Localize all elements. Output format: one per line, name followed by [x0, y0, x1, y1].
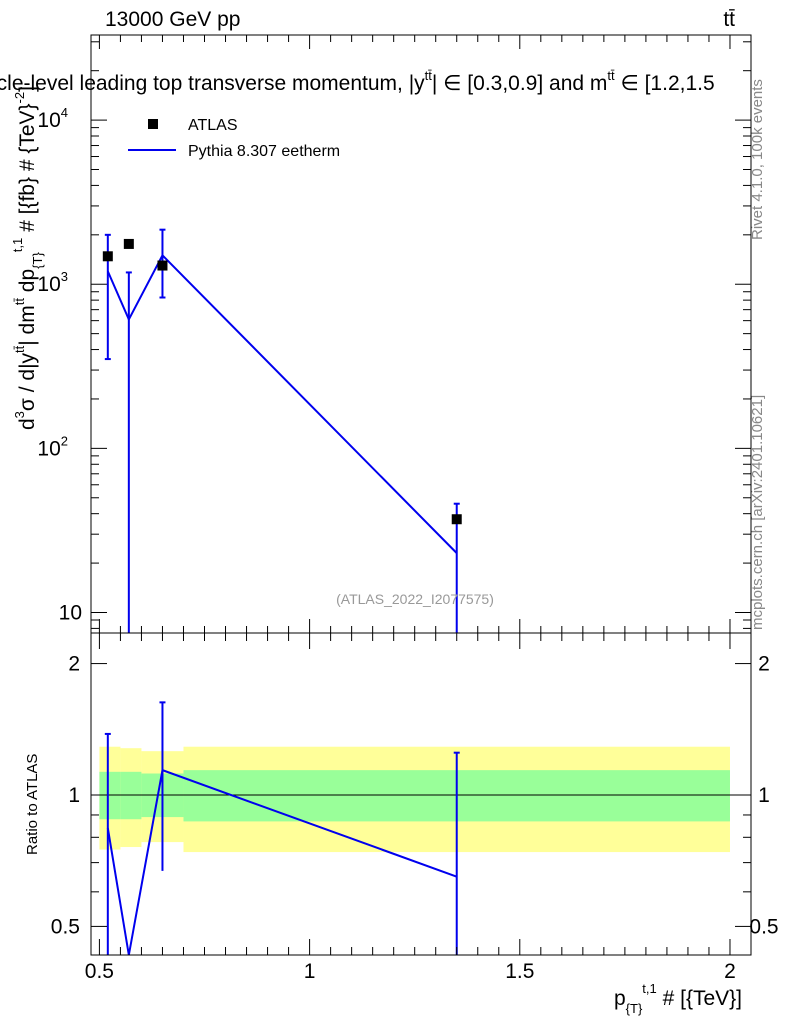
xlab-p: p: [614, 987, 626, 1010]
ratio-bands: [99, 746, 730, 853]
xlab-rest: # [{TeV}]: [657, 987, 742, 1010]
ylab-close: ]: [16, 86, 39, 92]
ratio-y-tick-label-right: 1: [758, 784, 770, 807]
chart-title: icle-level leading top transverse moment…: [0, 68, 715, 95]
x-axis-label: p{T} t,1 # [{TeV}]: [614, 981, 742, 1016]
main-y-tick-label: 103: [37, 269, 68, 296]
atlas-data-point: [157, 260, 168, 271]
ratio-y-tick-label: 2: [68, 653, 80, 676]
ratio-y-tick-label: 0.5: [51, 915, 80, 938]
ylab-sub-t: {T}: [30, 252, 45, 269]
ylab-d: d: [16, 418, 39, 430]
ylab-sup-tt1: tt̄: [12, 345, 27, 353]
atlas-data-point: [451, 514, 462, 525]
ylab-units: # [{fb} # {TeV}: [16, 103, 39, 237]
xlab-sub: {T}: [626, 1001, 643, 1016]
mcplots-label: mcplots.cern.ch [arXiv:2401.10621]: [749, 395, 766, 630]
ratio-y-tick-label: 1: [68, 784, 80, 807]
main-y-tick-label: 10: [59, 601, 82, 624]
analysis-watermark: (ATLAS_2022_I2077575): [336, 591, 494, 607]
x-tick-label: 1: [304, 960, 316, 983]
main-panel: 10 102 103 104 icle-level leading top trans…: [0, 34, 752, 634]
main-y-tick-label: 104: [37, 105, 68, 132]
x-tick-label: 0.5: [85, 960, 114, 983]
main-y-label: d3σ / d|ytt̄| dmtt̄ dp{T}t,1 # [{fb} # {…: [10, 86, 45, 430]
ratio-y-tick-label-right: 0.5: [749, 915, 778, 938]
title-sup2: tt̄: [607, 68, 615, 83]
energy-label: 13000 GeV pp: [105, 8, 240, 31]
mc-line: [106, 253, 458, 554]
ratio-frame: [90, 632, 752, 956]
ratio-y-label: Ratio to ATLAS: [24, 754, 41, 855]
atlas-data-point: [123, 238, 134, 249]
x-tick-label: 2: [724, 960, 736, 983]
title-sup1: tt̄: [425, 68, 433, 83]
ratio-panel: 0.5 0.51 12 20.5 1 1.5 2 Ratio to ATLAS p{T}t,…: [24, 632, 779, 1016]
main-data: [102, 228, 462, 633]
title-pre: icle-level leading top transverse moment…: [0, 72, 425, 95]
ylab-exp-m2: -2: [12, 92, 27, 104]
ylab-sup-t1: t,1: [10, 238, 25, 252]
xlab-sup: t,1: [642, 981, 656, 996]
main-y-tick-label: 102: [37, 433, 68, 460]
ylab-dp: dp: [16, 269, 39, 298]
ylab-sigma: σ / d|y: [16, 352, 39, 411]
ratio-mc-line: [106, 768, 458, 956]
rivet-label: Rivet 4.1.0, 100k events: [749, 79, 766, 240]
main-ticks: 10 102 103 104: [37, 35, 751, 633]
legend-atlas-marker: [148, 119, 158, 129]
ratio-ticks: 0.5 0.51 12 20.5 1 1.5 2: [51, 633, 779, 983]
process-label: tt̄: [723, 8, 735, 31]
ratio-band-inner: [99, 771, 121, 820]
ylab-sup-tt2: tt̄: [12, 298, 27, 306]
ylab-exp3: 3: [12, 411, 27, 418]
atlas-data-point: [102, 251, 113, 262]
legend: ATLAS Pythia 8.307 eetherm: [128, 117, 340, 160]
title-post: ∈ [1.2,1.5: [615, 72, 715, 95]
ratio-data: [104, 701, 460, 956]
ylab-mid: | dm: [16, 305, 39, 345]
ratio-y-tick-label-right: 2: [758, 653, 770, 676]
legend-pythia-label: Pythia 8.307 eetherm: [188, 143, 340, 160]
x-tick-label: 1.5: [505, 960, 534, 983]
title-mid: | ∈ [0.3,0.9] and m: [432, 72, 608, 95]
legend-atlas-label: ATLAS: [188, 117, 238, 134]
ratio-band-inner: [120, 771, 142, 820]
